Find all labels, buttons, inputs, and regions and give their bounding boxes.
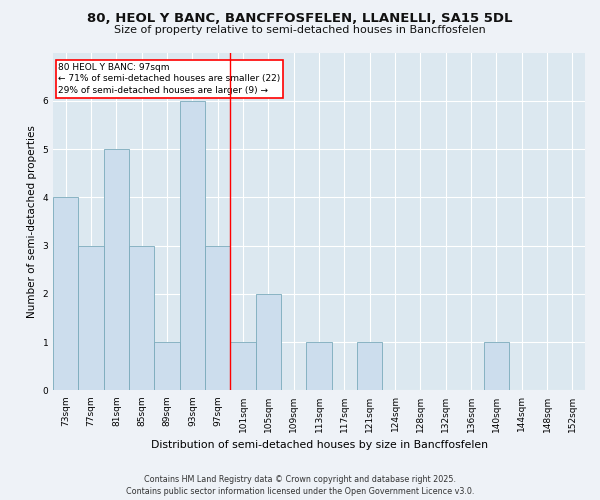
Text: 80, HEOL Y BANC, BANCFFOSFELEN, LLANELLI, SA15 5DL: 80, HEOL Y BANC, BANCFFOSFELEN, LLANELLI…	[87, 12, 513, 26]
Bar	[104, 149, 129, 390]
Text: 80 HEOL Y BANC: 97sqm
← 71% of semi-detached houses are smaller (22)
29% of semi: 80 HEOL Y BANC: 97sqm ← 71% of semi-deta…	[58, 62, 281, 95]
Bar	[230, 342, 256, 390]
Y-axis label: Number of semi-detached properties: Number of semi-detached properties	[27, 125, 37, 318]
Bar	[79, 246, 104, 390]
Bar	[484, 342, 509, 390]
Bar	[205, 246, 230, 390]
X-axis label: Distribution of semi-detached houses by size in Bancffosfelen: Distribution of semi-detached houses by …	[151, 440, 488, 450]
Bar	[53, 198, 79, 390]
Bar	[357, 342, 382, 390]
Bar	[129, 246, 154, 390]
Bar	[256, 294, 281, 390]
Bar	[307, 342, 332, 390]
Text: Size of property relative to semi-detached houses in Bancffosfelen: Size of property relative to semi-detach…	[114, 25, 486, 35]
Text: Contains HM Land Registry data © Crown copyright and database right 2025.
Contai: Contains HM Land Registry data © Crown c…	[126, 474, 474, 496]
Bar	[154, 342, 180, 390]
Bar	[180, 101, 205, 390]
